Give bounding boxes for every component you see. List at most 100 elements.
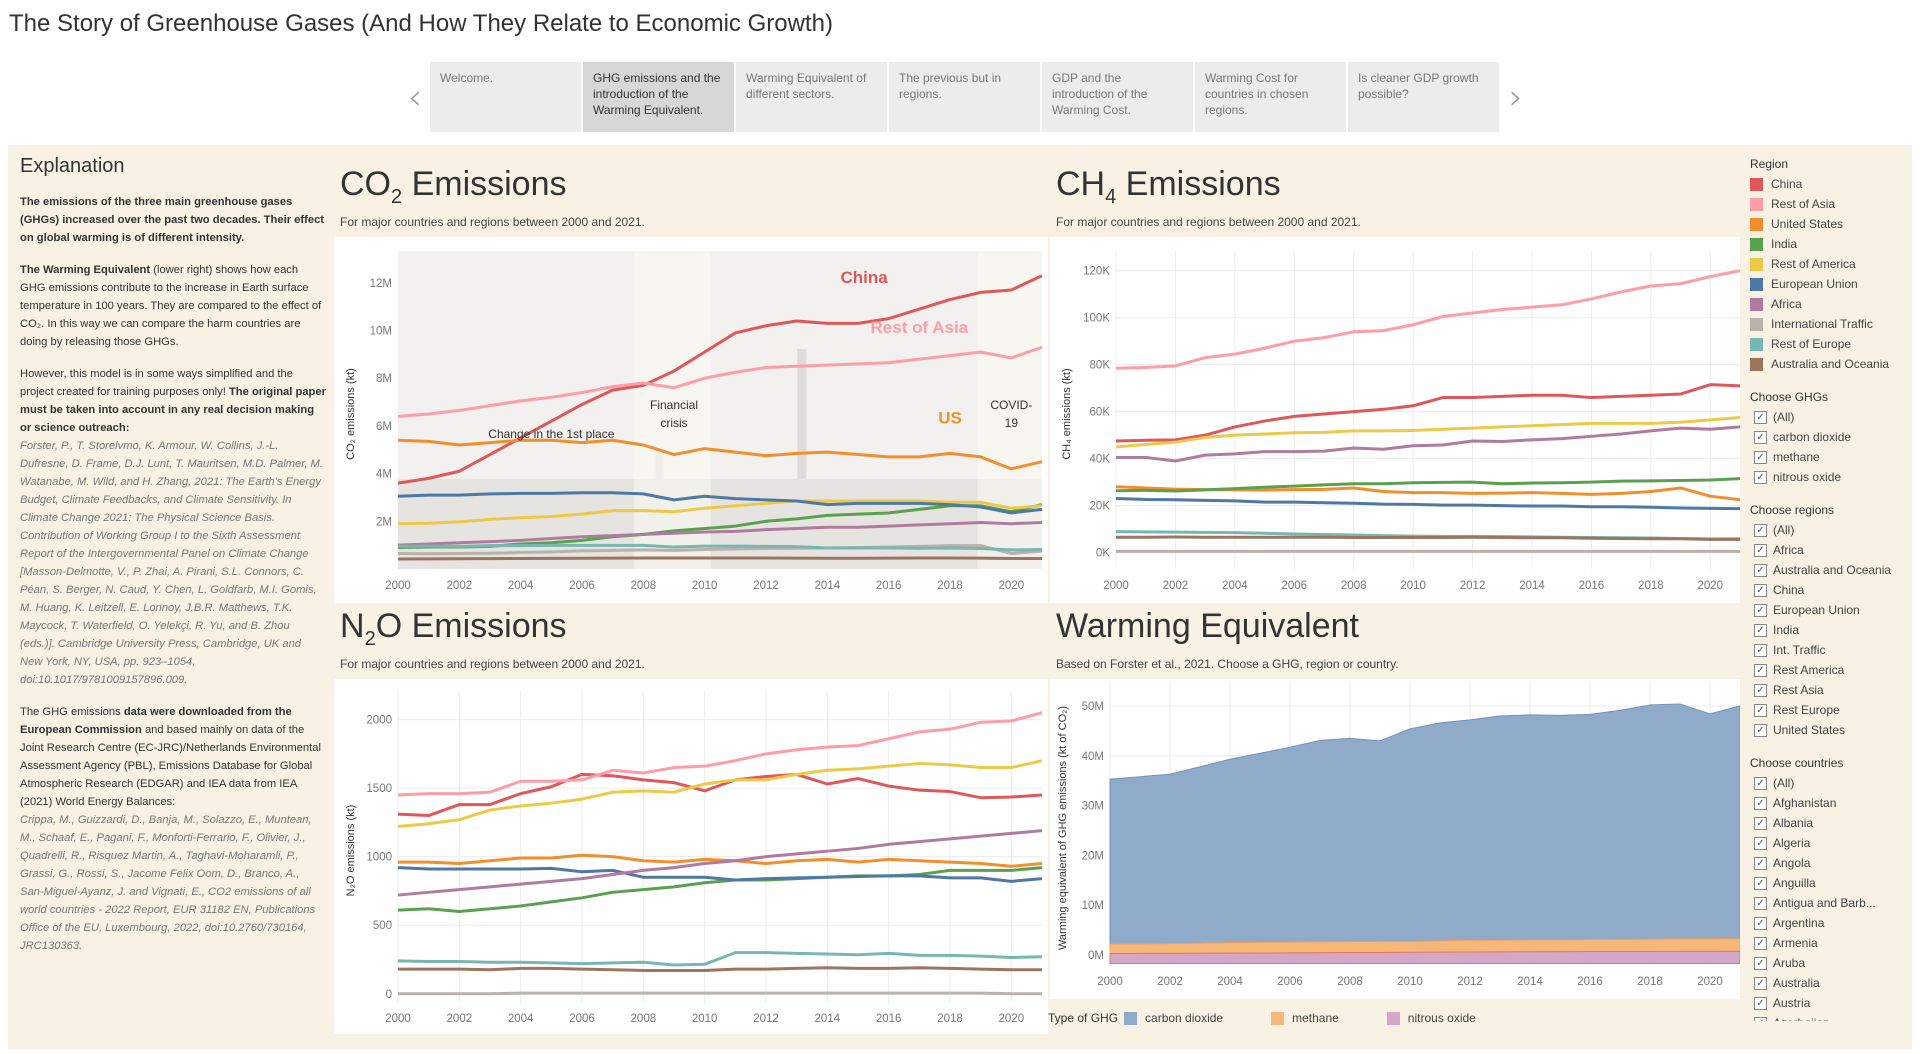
area-nitrous-oxide [1109,950,1741,965]
checkbox-checked-icon[interactable]: ✓ [1754,583,1767,597]
x-tick-label: 2000 [385,580,411,592]
checkbox-checked-icon[interactable]: ✓ [1754,876,1767,890]
region-legend-item[interactable]: India [1750,234,1910,254]
checkbox-checked-icon[interactable]: ✓ [1754,956,1767,970]
checkbox-checked-icon[interactable]: ✓ [1754,410,1767,424]
region-legend-item[interactable]: China [1750,174,1910,194]
ghgs-filter-option[interactable]: ✓ (All) [1750,407,1910,427]
countries-filter-option[interactable]: ✓ Azerbaijan [1750,1013,1910,1021]
checkbox-checked-icon[interactable]: ✓ [1754,683,1767,697]
checkbox-checked-icon[interactable]: ✓ [1754,663,1767,677]
checkbox-checked-icon[interactable]: ✓ [1754,563,1767,577]
checkbox-checked-icon[interactable]: ✓ [1754,430,1767,444]
countries-filter-option[interactable]: ✓ Armenia [1750,933,1910,953]
checkbox-checked-icon[interactable]: ✓ [1754,470,1767,484]
regions-filter-option[interactable]: ✓ United States [1750,720,1910,740]
checkbox-checked-icon[interactable]: ✓ [1754,603,1767,617]
regions-filter-option[interactable]: ✓ Rest America [1750,660,1910,680]
checkbox-checked-icon[interactable]: ✓ [1754,450,1767,464]
story-point-cleaner-growth[interactable]: Is cleaner GDP growth possible? [1348,62,1499,132]
countries-filter-option[interactable]: ✓ Aruba [1750,953,1910,973]
series-line-european-union [1115,497,1741,511]
countries-filter-option[interactable]: ✓ Algeria [1750,833,1910,853]
region-legend-item[interactable]: Africa [1750,294,1910,314]
regions-filter-option[interactable]: ✓ Int. Traffic [1750,640,1910,660]
region-legend-item[interactable]: Australia and Oceania [1750,354,1910,374]
filter-option-label: Azerbaijan [1773,1016,1830,1021]
n2o-chart[interactable]: 0 500 1000 1500 2000 2000 2002 2004 2006 2008 2010… [334,679,1048,1034]
checkbox-checked-icon[interactable]: ✓ [1754,916,1767,930]
y-tick-label: 500 [373,920,392,932]
co2-chart[interactable]: 2M 4M 6M 8M 10M 12M 2000 2002 2004 2006 2008 2010 20… [334,237,1048,603]
checkbox-checked-icon[interactable]: ✓ [1754,976,1767,990]
x-tick-label: 2004 [508,580,534,592]
ghgs-filter-option[interactable]: ✓ nitrous oxide [1750,467,1910,487]
checkbox-checked-icon[interactable]: ✓ [1754,1016,1767,1021]
checkbox-checked-icon[interactable]: ✓ [1754,723,1767,737]
checkbox-checked-icon[interactable]: ✓ [1754,996,1767,1010]
story-point-warming-sectors[interactable]: Warming Equivalent of different sectors. [736,62,887,132]
story-point-warming-cost[interactable]: Warming Cost for countries in chosen reg… [1195,62,1346,132]
countries-filter-option[interactable]: ✓ Australia [1750,973,1910,993]
region-legend-item[interactable]: European Union [1750,274,1910,294]
regions-filter-option[interactable]: ✓ Australia and Oceania [1750,560,1910,580]
ghg-legend-methane[interactable]: methane [1271,1011,1339,1025]
checkbox-checked-icon[interactable]: ✓ [1754,643,1767,657]
countries-filter-option[interactable]: ✓ Albania [1750,813,1910,833]
ch4-chart[interactable]: 0K 20K 40K 60K 80K 100K 120K 2000 2002 2004 2006 20… [1050,237,1741,603]
countries-filter-option[interactable]: ✓ (All) [1750,773,1910,793]
series-line-china [397,772,1043,818]
regions-filter-option[interactable]: ✓ European Union [1750,600,1910,620]
x-tick-label: 2004 [1217,976,1243,988]
checkbox-checked-icon[interactable]: ✓ [1754,936,1767,950]
checkbox-checked-icon[interactable]: ✓ [1754,896,1767,910]
countries-filter-option[interactable]: ✓ Angola [1750,853,1910,873]
chart-annotation: Financial [650,398,698,412]
checkbox-checked-icon[interactable]: ✓ [1754,703,1767,717]
checkbox-checked-icon[interactable]: ✓ [1754,776,1767,790]
co2-title: CO2 Emissions [340,165,567,208]
ghg-legend-co2[interactable]: carbon dioxide [1124,1011,1223,1025]
region-legend-item[interactable]: Rest of Europe [1750,334,1910,354]
story-point-ghg-emissions[interactable]: GHG emissions and the introduction of th… [583,62,734,132]
filter-option-label: Antigua and Barb... [1773,896,1876,910]
ghgs-filter-option[interactable]: ✓ methane [1750,447,1910,467]
co2-subtitle: For major countries and regions between … [340,215,645,229]
x-tick-label: 2002 [1157,976,1183,988]
region-legend-item[interactable]: United States [1750,214,1910,234]
region-legend-item[interactable]: Rest of America [1750,254,1910,274]
ghg-legend-nitrous-oxide[interactable]: nitrous oxide [1386,1011,1476,1025]
region-legend-item[interactable]: International Traffic [1750,314,1910,334]
countries-filter-option[interactable]: ✓ Austria [1750,993,1910,1013]
chevron-left-icon[interactable]: ‹ [407,76,423,118]
countries-filter-option[interactable]: ✓ Antigua and Barb... [1750,893,1910,913]
series-line-international-traffic [398,991,1042,996]
checkbox-checked-icon[interactable]: ✓ [1754,543,1767,557]
story-point-welcome[interactable]: Welcome. [430,62,581,132]
filter-option-label: Albania [1773,816,1814,830]
story-point-regions[interactable]: The previous but in regions. [889,62,1040,132]
series-line-international-traffic [397,544,1043,556]
filter-option-label: (All) [1773,410,1795,424]
regions-filter-option[interactable]: ✓ India [1750,620,1910,640]
countries-filter-option[interactable]: ✓ Afghanistan [1750,793,1910,813]
regions-filter-option[interactable]: ✓ Rest Europe [1750,700,1910,720]
story-point-gdp[interactable]: GDP and the introduction of the Warming … [1042,62,1193,132]
regions-filter-option[interactable]: ✓ China [1750,580,1910,600]
countries-filter-option[interactable]: ✓ Argentina [1750,913,1910,933]
checkbox-checked-icon[interactable]: ✓ [1754,856,1767,870]
checkbox-checked-icon[interactable]: ✓ [1754,623,1767,637]
ghgs-filter-option[interactable]: ✓ carbon dioxide [1750,427,1910,447]
regions-filter-option[interactable]: ✓ (All) [1750,520,1910,540]
checkbox-checked-icon[interactable]: ✓ [1754,816,1767,830]
checkbox-checked-icon[interactable]: ✓ [1754,796,1767,810]
chevron-right-icon[interactable]: › [1508,76,1524,118]
countries-filter-option[interactable]: ✓ Anguilla [1750,873,1910,893]
regions-filter-option[interactable]: ✓ Rest Asia [1750,680,1910,700]
we-chart[interactable]: 0M 10M 20M 30M 40M 50M 2000 2002 2004 2006 2008 201… [1050,679,1741,999]
checkbox-checked-icon[interactable]: ✓ [1754,523,1767,537]
region-legend-item[interactable]: Rest of Asia [1750,194,1910,214]
checkbox-checked-icon[interactable]: ✓ [1754,836,1767,850]
country-filter-list[interactable]: ✓ (All) ✓ Afghanistan ✓ Albania ✓ Algeria ✓ Angol… [1750,773,1910,1021]
regions-filter-option[interactable]: ✓ Africa [1750,540,1910,560]
